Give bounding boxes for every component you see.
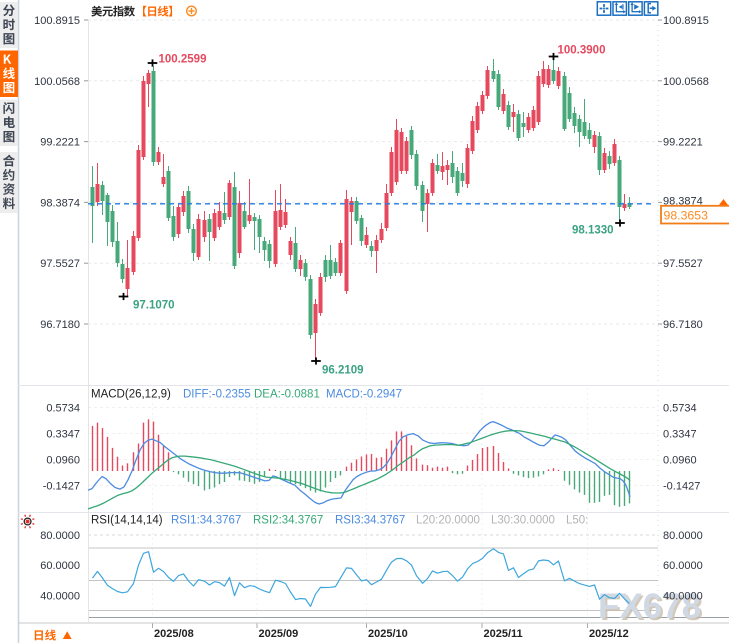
svg-text:100.3900: 100.3900: [558, 45, 606, 57]
svg-text:-0.1427: -0.1427: [663, 481, 700, 493]
svg-text:80.0000: 80.0000: [663, 530, 703, 542]
svg-text:100.8915: 100.8915: [663, 15, 709, 27]
svg-text:-0.1427: -0.1427: [43, 481, 80, 493]
svg-text:2025/11: 2025/11: [484, 628, 523, 640]
svg-text:97.1070: 97.1070: [133, 300, 175, 312]
svg-text:98.3874: 98.3874: [40, 197, 80, 209]
svg-text:80.0000: 80.0000: [40, 530, 80, 542]
svg-text:DEA:-0.0881: DEA:-0.0881: [254, 389, 320, 401]
svg-text:RSI1:34.3767: RSI1:34.3767: [171, 515, 241, 527]
svg-text:99.2221: 99.2221: [40, 137, 80, 149]
svg-text:98.3653: 98.3653: [664, 209, 709, 223]
svg-text:0.5734: 0.5734: [663, 403, 697, 415]
svg-text:99.2221: 99.2221: [663, 137, 703, 149]
svg-text:0.5734: 0.5734: [46, 403, 80, 415]
svg-text:100.0568: 100.0568: [34, 76, 80, 88]
svg-text:98.3874: 98.3874: [663, 196, 703, 208]
svg-text:0.3347: 0.3347: [46, 429, 80, 441]
svg-text:2025/10: 2025/10: [368, 628, 408, 640]
svg-text:2025/09: 2025/09: [259, 628, 299, 640]
svg-text:96.7180: 96.7180: [40, 319, 80, 331]
svg-text:RSI2:34.3767: RSI2:34.3767: [253, 515, 323, 527]
svg-text:100.8915: 100.8915: [34, 15, 80, 27]
svg-text:40.0000: 40.0000: [40, 591, 80, 603]
svg-text:60.0000: 60.0000: [40, 560, 80, 572]
svg-text:96.2109: 96.2109: [322, 365, 364, 377]
svg-text:L20:20.0000: L20:20.0000: [416, 515, 480, 527]
svg-text:2025/08: 2025/08: [154, 628, 194, 640]
svg-text:FX678: FX678: [598, 587, 701, 626]
svg-text:L30:30.0000: L30:30.0000: [491, 515, 555, 527]
svg-text:60.0000: 60.0000: [663, 560, 703, 572]
svg-text:96.7180: 96.7180: [663, 319, 703, 331]
svg-text:0.3347: 0.3347: [663, 429, 697, 441]
svg-text:97.5527: 97.5527: [663, 258, 703, 270]
svg-text:2025/12: 2025/12: [589, 628, 629, 640]
svg-text:98.1330: 98.1330: [572, 225, 614, 237]
svg-text:L50:: L50:: [566, 515, 588, 527]
svg-text:100.2599: 100.2599: [159, 54, 207, 66]
svg-text:RSI3:34.3767: RSI3:34.3767: [335, 515, 405, 527]
svg-text:DIFF:-0.2355: DIFF:-0.2355: [183, 389, 251, 401]
svg-text:MACD(26,12,9): MACD(26,12,9): [91, 389, 171, 401]
svg-text:40.0000: 40.0000: [663, 591, 703, 603]
svg-text:97.5527: 97.5527: [40, 258, 80, 270]
svg-text:100.0568: 100.0568: [663, 76, 709, 88]
svg-text:0.0960: 0.0960: [46, 455, 80, 467]
svg-text:MACD:-0.2947: MACD:-0.2947: [326, 389, 402, 401]
svg-text:0.0960: 0.0960: [663, 455, 697, 467]
svg-text:RSI(14,14,14): RSI(14,14,14): [91, 515, 163, 527]
